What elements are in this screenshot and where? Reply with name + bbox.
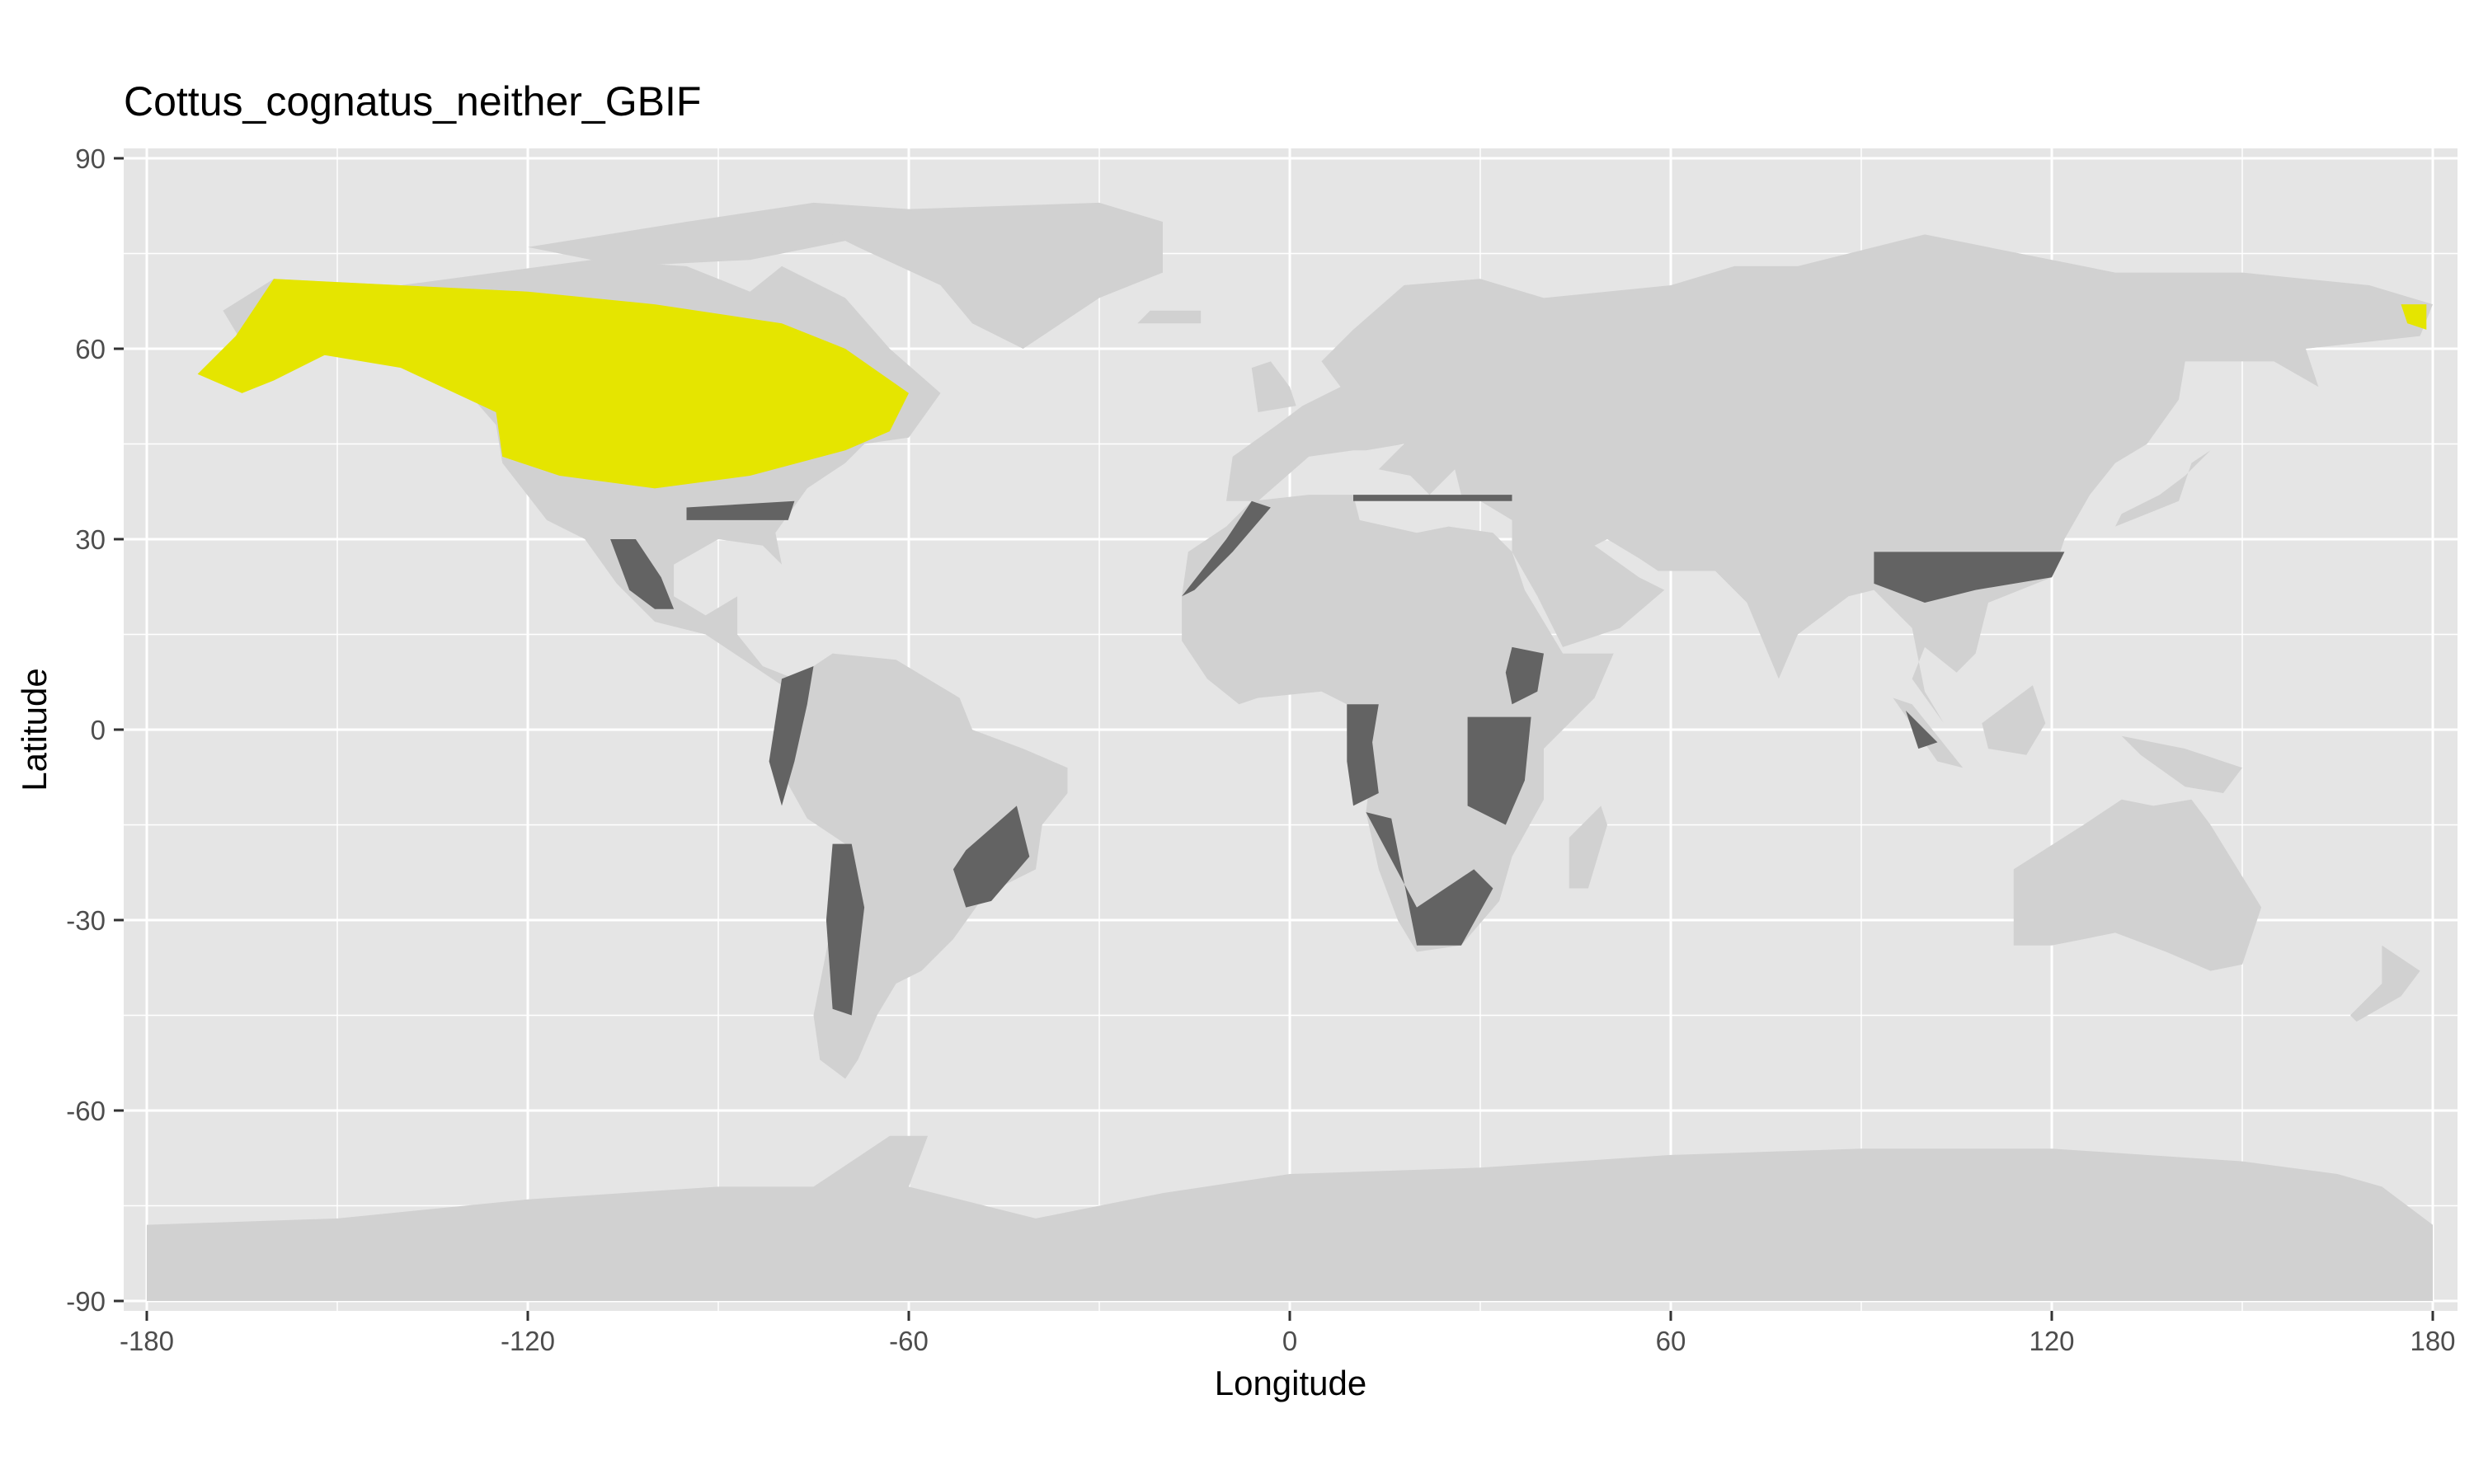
dark-region-andes-south [825, 843, 865, 1016]
x-tick-label: -180 [120, 1326, 174, 1356]
landmass-antarctica [147, 1135, 2433, 1301]
landmass-canadian-arctic [528, 202, 909, 266]
dark-region-south-china [1874, 552, 2065, 603]
y-tick-label: -90 [66, 1286, 106, 1317]
dark-region-east-africa [1467, 716, 1531, 825]
landmass-australia [2013, 799, 2262, 971]
x-tick-label: 180 [2410, 1326, 2455, 1356]
highlight-region-siberia [2401, 304, 2427, 330]
y-tick-label: 60 [75, 334, 106, 364]
landmass-new-zealand [2349, 945, 2420, 1022]
dark-region-southern-africa [1366, 812, 1493, 946]
dark-region-brazil-southeast [952, 805, 1030, 908]
x-axis-title: Longitude [1215, 1364, 1367, 1402]
secondary-region-layer [610, 495, 2065, 1016]
x-tick-label: 120 [2029, 1326, 2074, 1356]
landmass-japan [2115, 450, 2211, 527]
dark-region-mediterranean-coast [1353, 495, 1512, 501]
dark-region-andes-north [769, 666, 814, 806]
landmass-scandinavia [1321, 279, 1480, 374]
landmass-sumatra [1893, 697, 1964, 768]
dark-region-mexico [610, 539, 675, 609]
y-tick-label: -30 [66, 905, 106, 936]
axis-ticks [114, 157, 2434, 1321]
landmass-eurasia [1226, 234, 2433, 724]
y-tick-label: -60 [66, 1096, 106, 1126]
landmass-africa [1182, 495, 1614, 952]
y-axis-title: Latitude [15, 668, 54, 791]
x-tick-label: 60 [1656, 1326, 1686, 1356]
y-tick-label: 0 [91, 715, 106, 745]
landmass-new-guinea [2121, 735, 2242, 793]
dark-region-ethiopia [1505, 646, 1544, 705]
landmass-iceland [1137, 310, 1202, 324]
x-tick-label: -60 [889, 1326, 929, 1356]
x-tick-label: 0 [1282, 1326, 1297, 1356]
dark-region-morocco [1182, 500, 1271, 597]
chart-title: Cottus_cognatus_neither_GBIF [124, 78, 701, 124]
dark-region-us-southeast [686, 500, 795, 520]
y-tick-label: 90 [75, 143, 106, 174]
landmass-greenland [832, 202, 1163, 349]
dark-region-indonesia [1905, 710, 1938, 749]
landmass-borneo [1982, 685, 2046, 755]
landmass-madagascar [1569, 805, 1607, 889]
dark-region-central-africa [1347, 704, 1379, 806]
y-tick-label: 30 [75, 524, 106, 555]
highlight-region-north-america [197, 279, 910, 489]
landmass-uk [1251, 361, 1296, 412]
highlight-region-layer [197, 279, 2427, 489]
x-tick-label: -120 [501, 1326, 555, 1356]
